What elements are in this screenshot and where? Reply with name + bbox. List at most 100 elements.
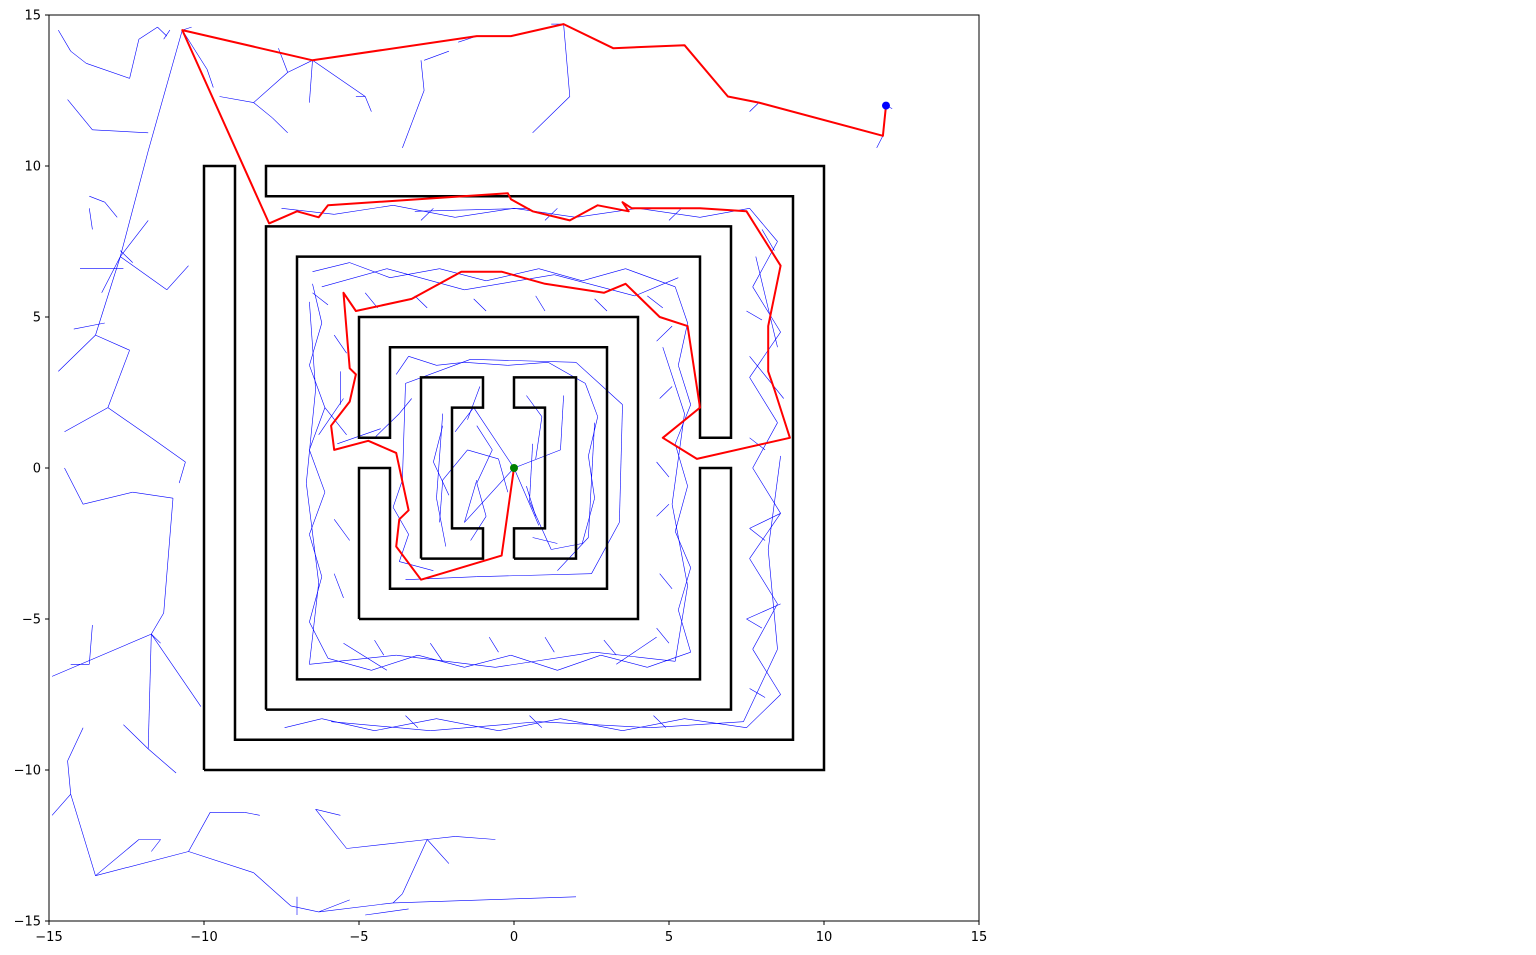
tree-edge	[95, 256, 121, 336]
tree-edge	[554, 274, 635, 297]
tree-edge	[513, 467, 540, 526]
tree-edge	[699, 208, 750, 218]
tree-edge	[761, 229, 775, 251]
tree-edge	[476, 449, 493, 484]
tree-edge	[364, 96, 372, 112]
y-tick-label: −15	[14, 915, 41, 930]
tree-edge	[58, 29, 71, 52]
tree-edge	[147, 634, 152, 749]
tree-edge	[637, 208, 701, 218]
tree-edge	[594, 651, 676, 662]
tree-edge	[544, 636, 555, 653]
tree-edge	[467, 449, 499, 460]
y-tick-label: −5	[22, 613, 41, 628]
tree-edge	[51, 794, 71, 816]
tree-edge	[426, 839, 450, 864]
tree-edge	[321, 268, 387, 288]
tree-edge	[498, 458, 509, 493]
tree-edge	[402, 839, 428, 894]
tree-edge	[476, 483, 487, 517]
tree-edge	[312, 60, 366, 97]
tree-edge	[349, 262, 391, 278]
tree-edge	[588, 416, 598, 456]
tree-edge	[104, 202, 118, 218]
solution-path	[181, 23, 887, 581]
tree-edge	[662, 347, 685, 414]
x-tick-label: 15	[971, 930, 988, 945]
tree-edge	[318, 902, 394, 913]
tree-edge	[157, 26, 168, 37]
tree-edge	[674, 531, 691, 568]
tree-edge	[67, 760, 71, 795]
tree-edge	[107, 350, 130, 408]
tree-edge	[749, 102, 760, 112]
tree-edge	[206, 69, 214, 88]
tree-edge	[529, 501, 552, 550]
tree-edge	[309, 492, 326, 535]
tree-edge	[95, 839, 140, 876]
tree-edge	[653, 715, 667, 728]
tree-edge	[333, 573, 344, 599]
tree-edge	[67, 727, 84, 762]
tree-edge	[392, 480, 403, 508]
tree-edge	[464, 274, 555, 291]
tree-edge	[526, 395, 543, 417]
tree-edge	[420, 208, 434, 221]
tree-edge	[327, 658, 372, 671]
tree-edge	[507, 362, 549, 366]
tree-edge	[64, 467, 84, 505]
tree-edge	[120, 150, 149, 257]
tree-edge	[600, 654, 648, 668]
tree-edge	[73, 322, 105, 330]
tree-edge	[309, 407, 326, 451]
tree-edge	[253, 872, 291, 907]
tree-edge	[532, 537, 558, 544]
tree-edge	[405, 576, 477, 580]
y-tick-label: −10	[14, 764, 41, 779]
tree-edge	[182, 29, 208, 70]
tree-edge	[129, 39, 140, 79]
tree-edge	[674, 486, 688, 532]
tree-edge	[163, 29, 171, 40]
x-tick-label: −15	[35, 930, 62, 945]
tree-edge	[389, 268, 440, 278]
wall-3	[419, 376, 485, 560]
tree-edge	[334, 205, 394, 215]
tree-edge	[138, 26, 158, 40]
tree-edge	[538, 268, 583, 282]
tree-edge	[510, 654, 558, 671]
tree-edge	[95, 334, 130, 351]
tree-edge	[603, 639, 617, 656]
y-tick-label: 15	[24, 9, 41, 24]
tree-edge	[433, 461, 450, 496]
tree-edge	[439, 268, 487, 282]
tree-edge	[436, 498, 447, 547]
tree-edge	[746, 694, 781, 728]
tree-edge	[749, 331, 781, 378]
x-tick-label: 5	[665, 930, 673, 945]
tree-edge	[83, 491, 133, 505]
tree-edge	[67, 99, 93, 130]
tree-edge	[659, 573, 673, 589]
tree-edge	[498, 718, 561, 731]
tree-edge	[591, 522, 620, 574]
tree-edge	[678, 567, 691, 610]
tree-edge	[393, 205, 456, 218]
tree-edge	[513, 208, 577, 218]
tree-edge	[455, 836, 496, 840]
tree-edge	[749, 528, 766, 541]
tree-edge	[656, 503, 670, 517]
y-tick-label: 5	[33, 311, 41, 326]
tree-edge	[544, 208, 558, 221]
tree-edge	[647, 295, 663, 309]
tree-edge	[430, 643, 443, 662]
goal-marker	[882, 101, 890, 110]
tree-edge	[526, 486, 536, 517]
tree-edge	[755, 256, 778, 348]
tree-edge	[752, 286, 781, 333]
tree-edge	[89, 624, 93, 665]
tree-edge	[749, 558, 778, 605]
tree-edge	[408, 356, 437, 366]
y-tick-label: 10	[24, 160, 41, 175]
